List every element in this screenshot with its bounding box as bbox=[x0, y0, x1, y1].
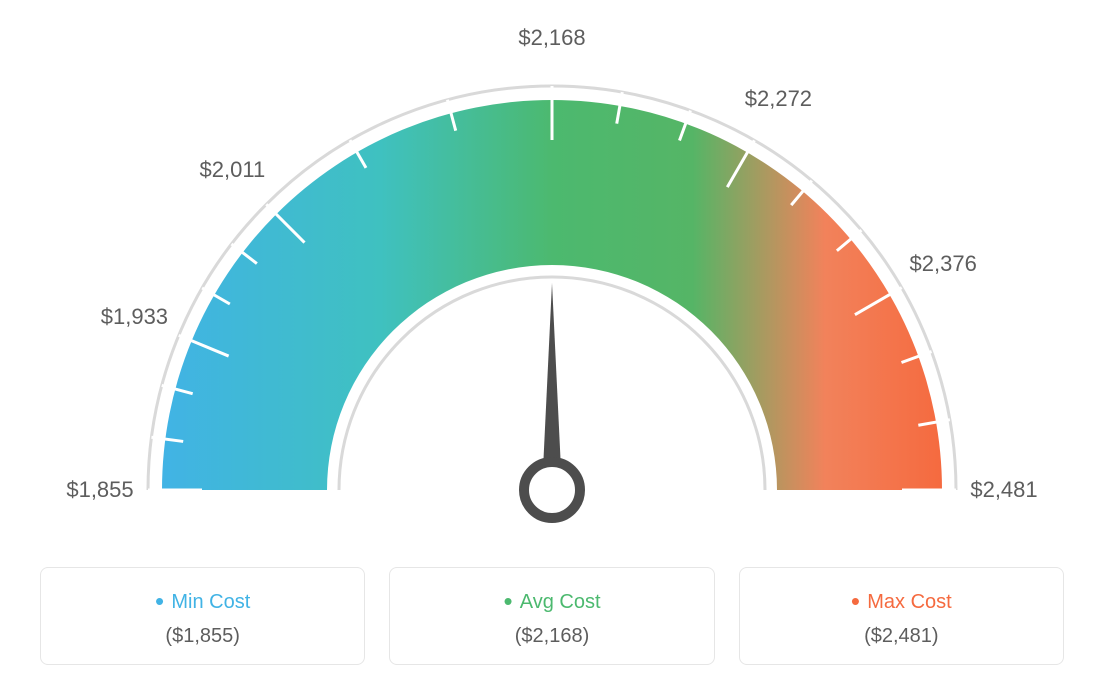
cost-gauge-chart: $1,855 $1,933 $2,011 $2,168 $2,272 $2,376 $2,4… bbox=[0, 0, 1104, 690]
gauge-svg bbox=[0, 0, 1104, 560]
gauge-tick-label: $1,855 bbox=[66, 477, 133, 503]
gauge-tick-label: $2,376 bbox=[910, 251, 977, 277]
gauge-tick-label: $2,481 bbox=[970, 477, 1037, 503]
legend-title-avg: Avg Cost bbox=[400, 586, 703, 617]
legend-title-min: Min Cost bbox=[51, 586, 354, 617]
legend-title-max: Max Cost bbox=[750, 586, 1053, 617]
legend-row: Min Cost ($1,855) Avg Cost ($2,168) Max Cost… bbox=[40, 567, 1064, 665]
legend-card-min: Min Cost ($1,855) bbox=[40, 567, 365, 665]
gauge-tick-label: $1,933 bbox=[101, 304, 168, 330]
gauge-tick-label: $2,011 bbox=[200, 157, 266, 183]
gauge-tick-label: $2,168 bbox=[518, 25, 585, 51]
gauge-tick-label: $2,272 bbox=[745, 86, 812, 112]
legend-value-min: ($1,855) bbox=[51, 625, 354, 648]
gauge-area: $1,855 $1,933 $2,011 $2,168 $2,272 $2,376 $2,4… bbox=[0, 0, 1104, 560]
legend-card-max: Max Cost ($2,481) bbox=[739, 567, 1064, 665]
legend-value-avg: ($2,168) bbox=[400, 625, 703, 648]
legend-value-max: ($2,481) bbox=[750, 625, 1053, 648]
gauge-needle-hub bbox=[524, 462, 580, 518]
legend-card-avg: Avg Cost ($2,168) bbox=[389, 567, 714, 665]
